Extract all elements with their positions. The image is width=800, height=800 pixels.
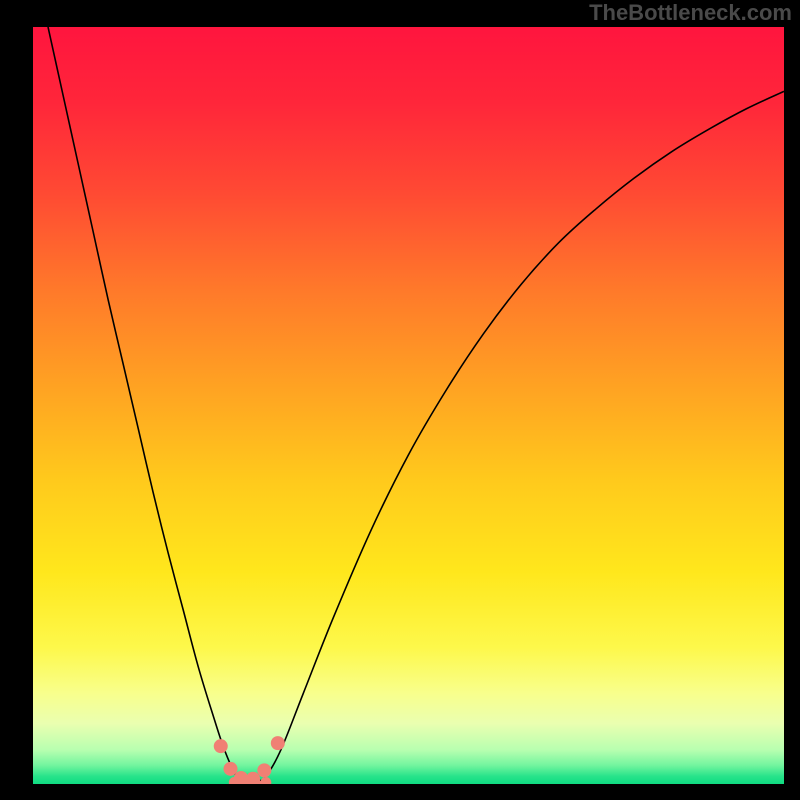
watermark-text: TheBottleneck.com	[589, 0, 792, 26]
plot-svg	[0, 0, 800, 800]
gradient-background	[33, 27, 784, 784]
